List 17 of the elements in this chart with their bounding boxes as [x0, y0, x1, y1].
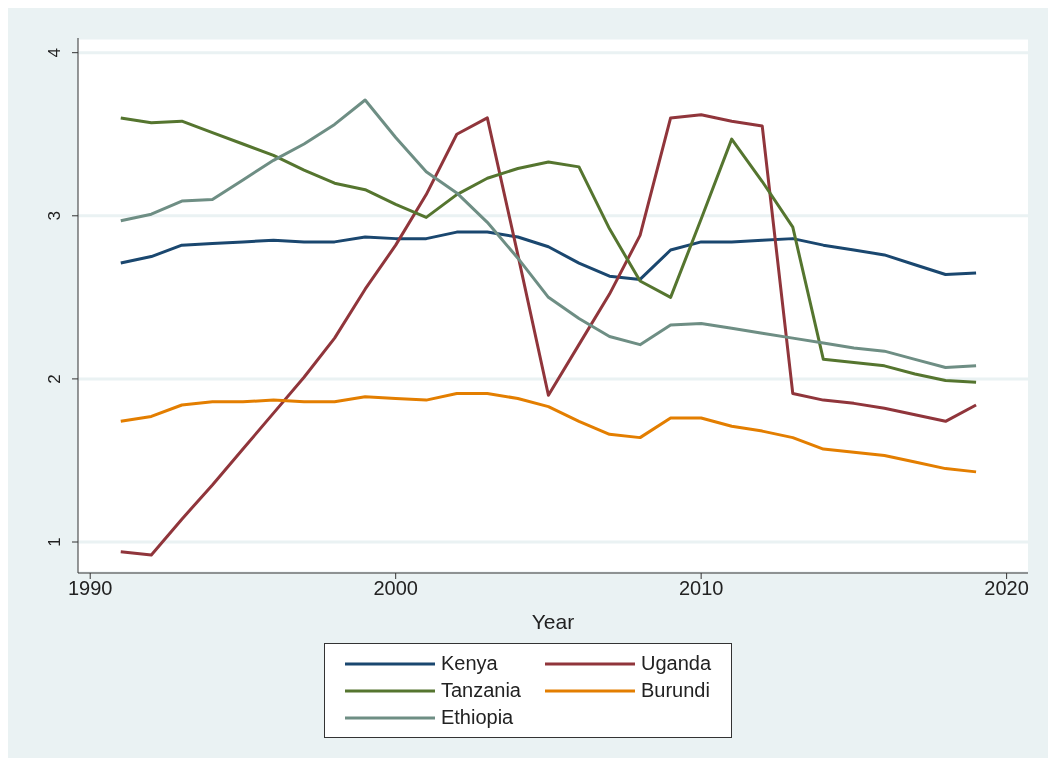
legend-label: Ethiopia	[440, 706, 514, 729]
line-series	[119, 230, 978, 281]
y-tick-label: 4	[45, 47, 64, 58]
x-axis-title: Year	[531, 610, 575, 633]
x-tick-label: 2010	[678, 577, 724, 600]
line-series	[119, 392, 978, 474]
y-tick-label: 3	[45, 211, 64, 221]
legend-label: Kenya	[440, 652, 498, 675]
legend-label: Burundi	[641, 679, 710, 702]
x-tick-label: 2000	[373, 577, 418, 600]
y-tick-label: 2	[45, 374, 64, 384]
line-series	[119, 113, 978, 557]
legend-label: Tanzania	[440, 679, 521, 702]
legend-label: Uganda	[641, 652, 712, 675]
y-tick-label: 1	[45, 537, 64, 547]
x-tick-label: 2020	[984, 577, 1029, 600]
x-tick-label: 1990	[67, 577, 113, 600]
